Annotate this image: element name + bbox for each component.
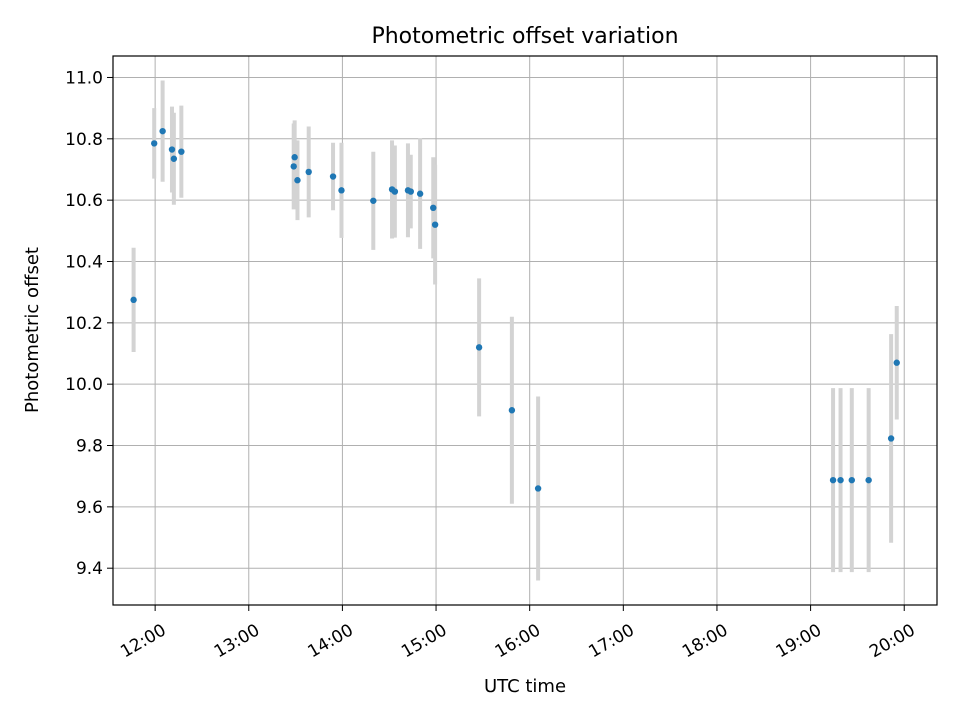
y-tick-label: 10.2 [65,314,103,334]
data-point [893,359,900,366]
y-tick-label: 11.0 [65,68,103,88]
data-point [848,476,855,484]
data-point [168,146,176,153]
plot-frame [112,55,938,606]
y-axis-ticks: 9.4 9.6 9.8 10.0 10.2 10.4 10.6 10.8 11.0 [65,68,113,579]
data-point [305,168,312,176]
data-point [290,163,297,170]
data-point [294,177,301,184]
data-point [887,435,895,442]
data-point [837,476,844,484]
data-point [391,188,399,195]
y-tick-label: 10.6 [65,191,103,211]
data-point [338,187,345,194]
y-tick-label: 10.0 [65,375,103,395]
data-point [370,197,377,204]
data-point [416,190,424,197]
y-tick-label: 9.4 [76,559,103,579]
data-point [130,296,137,304]
data-point [159,127,166,135]
data-point [508,407,516,414]
data-point [170,155,178,162]
data-point [431,221,439,228]
data-point [178,148,185,155]
data-point [534,485,542,492]
data-point [291,154,298,161]
data-point [151,140,158,147]
data-point [829,476,837,484]
chart-title: Photometric offset variation [371,24,678,49]
y-tick-label: 10.8 [65,130,103,150]
data-point [329,173,337,180]
y-tick-label: 10.4 [65,252,103,272]
y-tick-label: 9.8 [76,437,103,457]
y-tick-label: 9.6 [76,498,103,518]
data-point [430,204,437,212]
data-points [130,127,900,492]
data-point [407,188,414,195]
x-axis-label: UTC time [484,676,566,697]
data-point [865,476,872,484]
data-point [475,344,483,351]
y-axis-label: Photometric offset [22,247,43,413]
